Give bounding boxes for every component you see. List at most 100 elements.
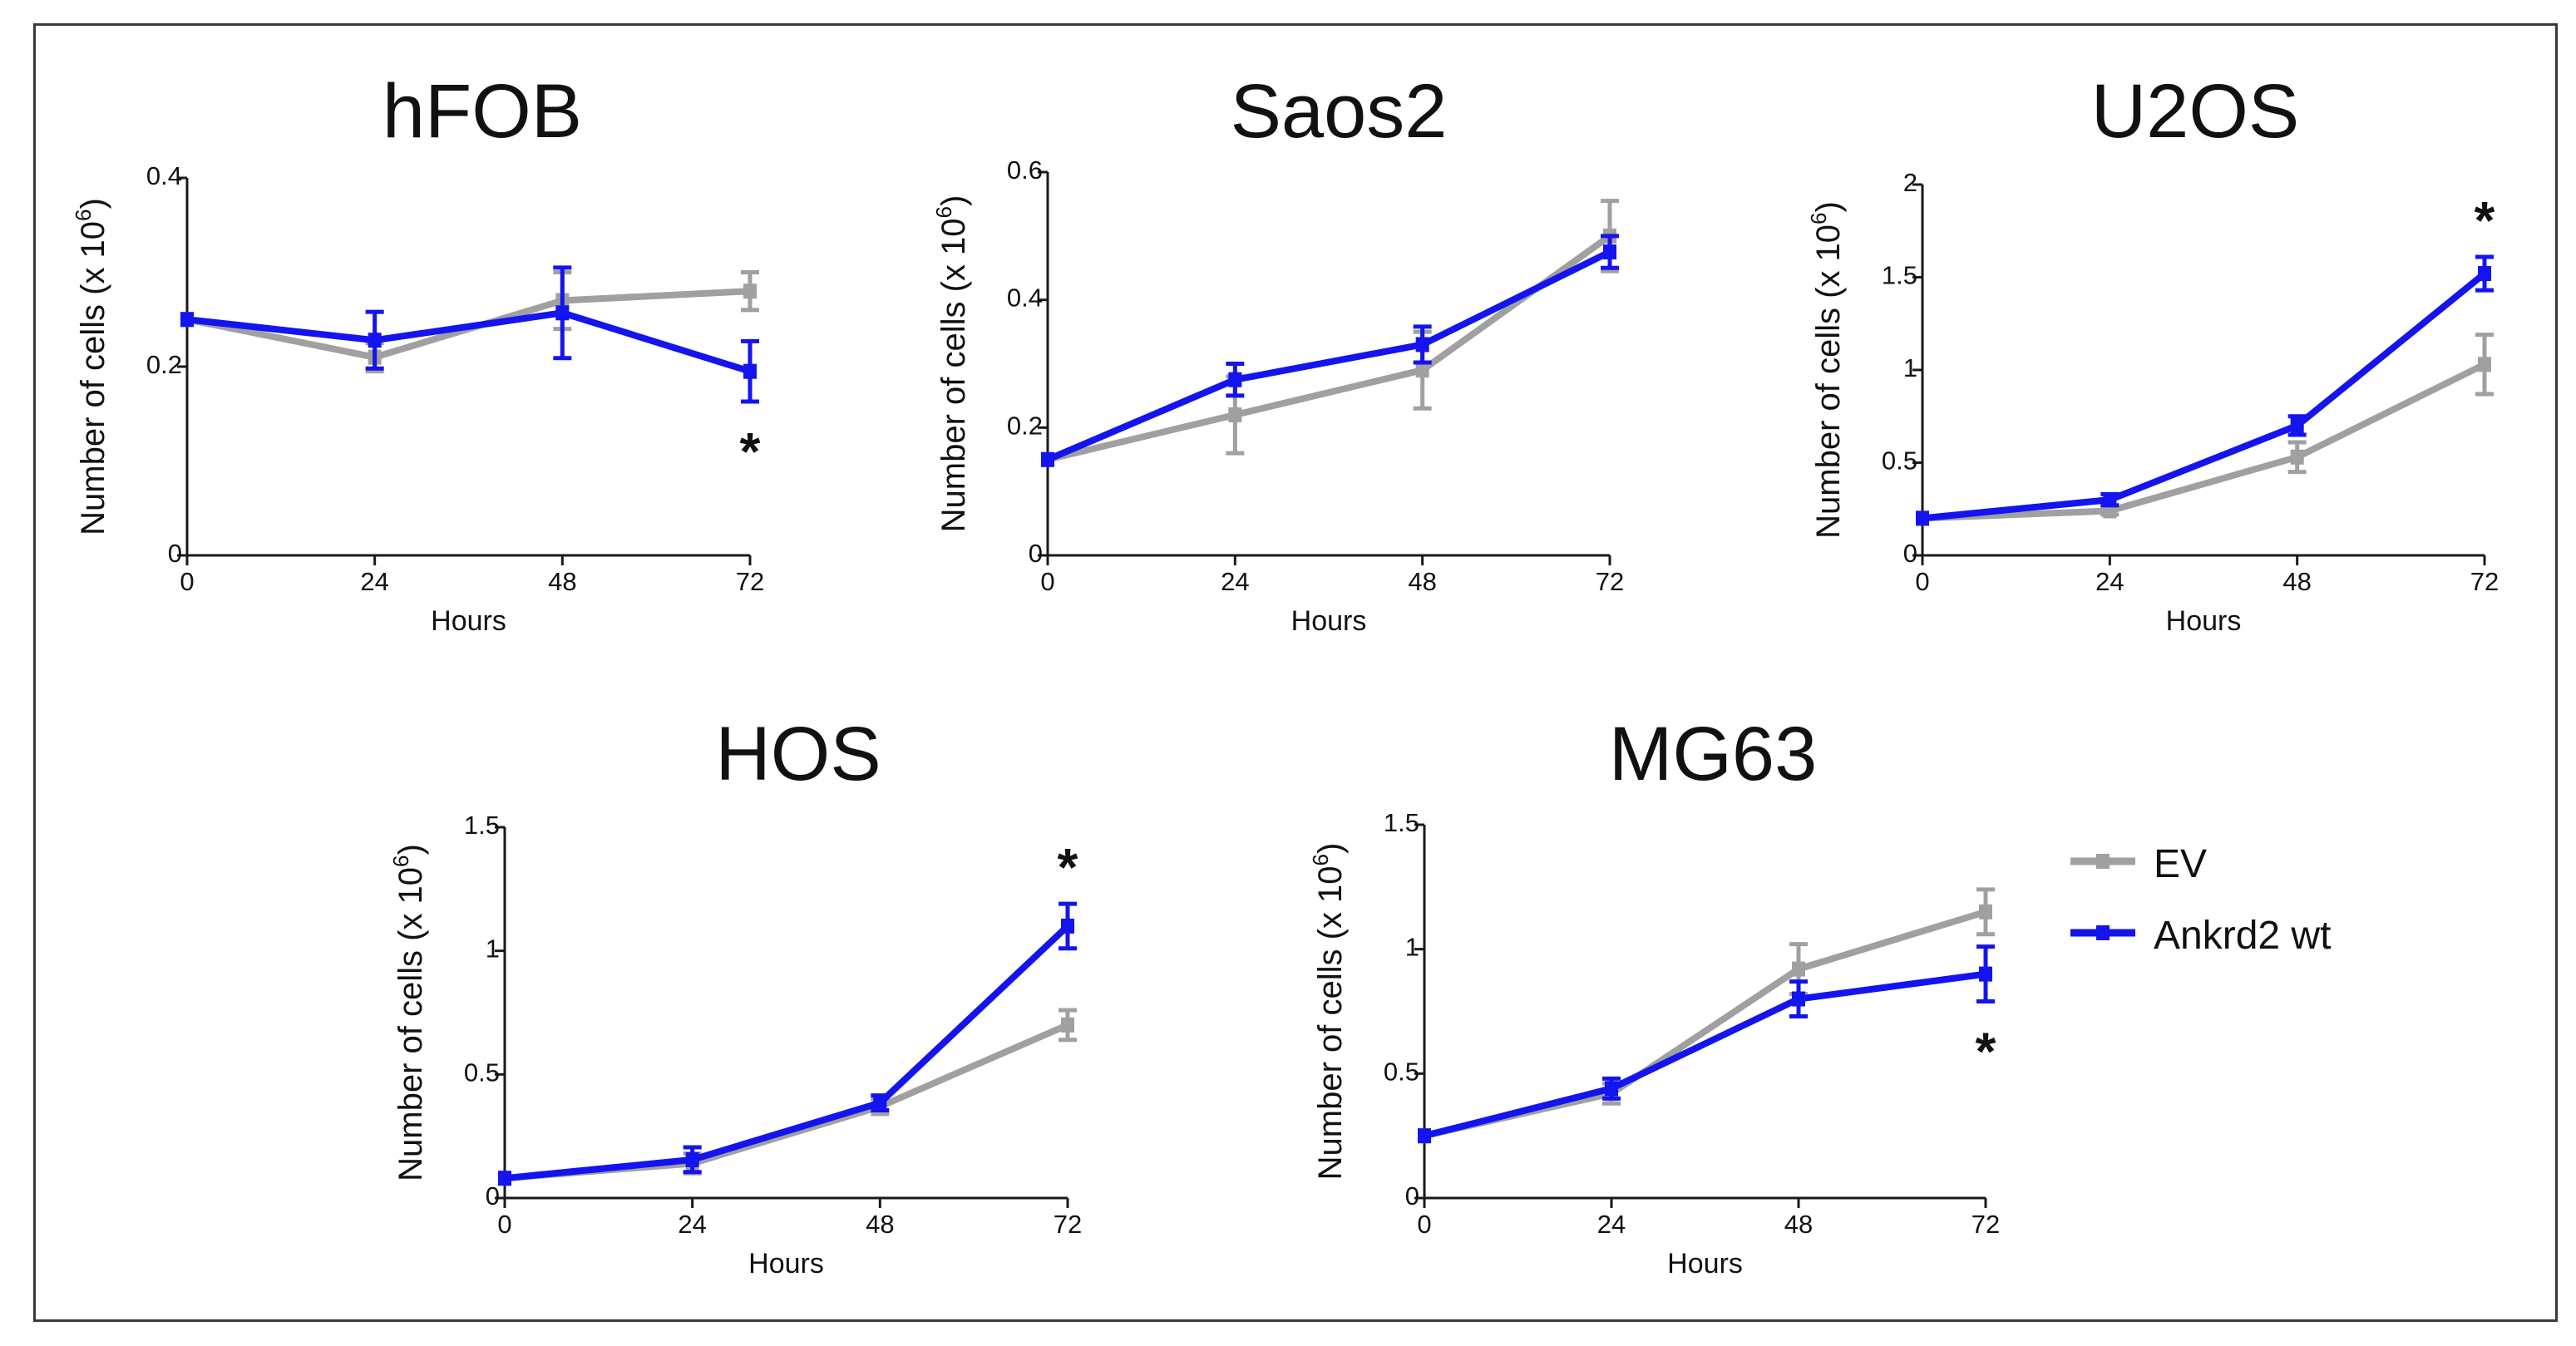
y-tick-label: 0.2 xyxy=(1007,411,1043,440)
data-point xyxy=(2290,417,2304,433)
series-ankrd2-wt xyxy=(1418,944,1995,1144)
x-axis-label: Hours xyxy=(1291,605,1367,637)
y-axis-label: Number of cells (x 106) xyxy=(71,198,111,535)
data-point xyxy=(1979,966,1992,982)
y-tick-label: 0.5 xyxy=(1882,446,1917,476)
x-axis-label: Hours xyxy=(431,605,506,637)
data-point xyxy=(1061,918,1074,934)
y-axis-label-text: Number of cells (x 10 xyxy=(935,218,972,532)
y-tick-label: 1.5 xyxy=(1384,808,1419,837)
data-point xyxy=(368,333,382,348)
data-point xyxy=(2290,449,2304,465)
data-point xyxy=(1418,1128,1431,1144)
chart-panel-u2os: U2OS 0 0.5 1 1.5 2 0 24 48 72 Hours Number of cells… xyxy=(1806,69,2499,637)
x-tick-label: 72 xyxy=(1054,1210,1082,1239)
legend-ev-marker xyxy=(2096,854,2110,869)
data-point xyxy=(1041,451,1054,467)
data-point xyxy=(1415,362,1429,378)
x-tick-label: 48 xyxy=(1408,567,1436,596)
x-axis-label: Hours xyxy=(2166,605,2242,637)
significance-star: * xyxy=(1976,1022,1996,1082)
data-point xyxy=(1603,244,1616,260)
y-axis-label: Number of cells (x 106) xyxy=(388,844,429,1181)
y-axis-label-close: ) xyxy=(392,844,429,855)
y-axis-label-close: ) xyxy=(1312,843,1349,854)
x-tick-label: 24 xyxy=(2095,567,2124,596)
x-tick-label: 72 xyxy=(1971,1210,2000,1239)
chart-panel-mg63: MG63 0 0.5 1 1.5 0 24 48 72 Hours Number of cells … xyxy=(1308,712,2000,1279)
y-tick-label: 2 xyxy=(1903,168,1917,197)
x-tick-label: 0 xyxy=(180,567,194,596)
y-tick-label: 0.2 xyxy=(146,350,182,379)
series-line xyxy=(504,924,1070,1182)
x-tick-label: 72 xyxy=(2470,567,2499,596)
y-axis-label-text: Number of cells (x 10 xyxy=(392,867,429,1181)
x-tick-label: 24 xyxy=(1597,1210,1626,1239)
y-tick-label: 1 xyxy=(1903,353,1917,382)
significance-star: * xyxy=(1058,837,1078,897)
y-axis-label-superscript: 6 xyxy=(388,855,413,866)
y-tick-label: 1.5 xyxy=(1882,261,1917,290)
y-axis-label-close: ) xyxy=(1810,201,1847,212)
data-point xyxy=(2478,357,2491,372)
x-tick-label: 0 xyxy=(1417,1210,1431,1239)
figure-frame xyxy=(33,23,2558,1322)
data-point xyxy=(743,283,757,299)
data-point xyxy=(1415,337,1429,353)
x-tick-label: 24 xyxy=(678,1210,706,1239)
y-axis-label-text: Number of cells (x 10 xyxy=(1312,865,1349,1180)
y-tick-label: 0.6 xyxy=(1007,155,1043,185)
chart-title: U2OS xyxy=(2091,69,2300,154)
series-ev xyxy=(1916,333,2494,526)
y-axis-label-text: Number of cells (x 10 xyxy=(1810,224,1847,539)
series-ankrd2-wt xyxy=(180,265,759,404)
data-point xyxy=(1605,1081,1618,1097)
x-axis-label: Hours xyxy=(1667,1248,1743,1279)
chart-title: HOS xyxy=(715,712,881,796)
y-tick-label: 0 xyxy=(1029,539,1043,568)
data-point xyxy=(2103,492,2117,508)
y-tick-label: 0.5 xyxy=(1384,1057,1419,1086)
data-point xyxy=(685,1151,699,1167)
y-axis-label-close: ) xyxy=(75,198,111,209)
data-point xyxy=(743,363,757,379)
series-line xyxy=(1922,361,2486,522)
series-ev xyxy=(1418,887,1995,1144)
x-tick-label: 48 xyxy=(866,1210,894,1239)
legend-ankrd2-marker xyxy=(2096,925,2110,940)
x-tick-label: 24 xyxy=(1221,567,1249,596)
y-tick-label: 0 xyxy=(168,539,182,568)
significance-star: * xyxy=(740,422,761,481)
y-tick-label: 0.4 xyxy=(1007,283,1043,313)
x-tick-label: 48 xyxy=(2282,567,2311,596)
data-point xyxy=(1228,407,1242,422)
x-tick-label: 48 xyxy=(1784,1210,1813,1239)
y-tick-label: 0 xyxy=(1405,1181,1419,1210)
x-tick-label: 72 xyxy=(736,567,764,596)
significance-star: * xyxy=(2475,190,2495,250)
data-point xyxy=(1228,372,1242,387)
series-ankrd2-wt xyxy=(1916,254,2494,526)
y-axis-label-superscript: 6 xyxy=(1308,854,1333,865)
chart-panel-hfob: hFOB 0 0.2 0.4 0 24 48 72 Hours Number of cells (… xyxy=(71,69,764,637)
data-point xyxy=(555,305,570,321)
x-tick-label: 24 xyxy=(360,567,388,596)
data-point xyxy=(1979,904,1992,920)
x-tick-label: 72 xyxy=(1596,567,1624,596)
y-tick-label: 0 xyxy=(486,1181,500,1210)
chart-panel-saos2: Saos2 0 0.2 0.4 0.6 0 24 48 72 Hours Number of cel… xyxy=(931,69,1624,637)
series-ankrd2-wt xyxy=(1041,234,1619,467)
y-axis-label-superscript: 6 xyxy=(71,209,96,220)
x-tick-label: 0 xyxy=(1915,567,1929,596)
series-line xyxy=(186,309,752,375)
y-tick-label: 0.5 xyxy=(464,1058,500,1087)
series-line xyxy=(1424,970,1986,1140)
x-tick-label: 0 xyxy=(1040,567,1054,596)
x-axis-label: Hours xyxy=(748,1248,824,1279)
y-axis-label-text: Number of cells (x 10 xyxy=(75,221,111,535)
data-point xyxy=(1792,991,1805,1007)
series-line xyxy=(1047,233,1612,463)
legend: EV Ankrd2 wt xyxy=(2070,842,2331,958)
data-point xyxy=(1061,1017,1074,1033)
